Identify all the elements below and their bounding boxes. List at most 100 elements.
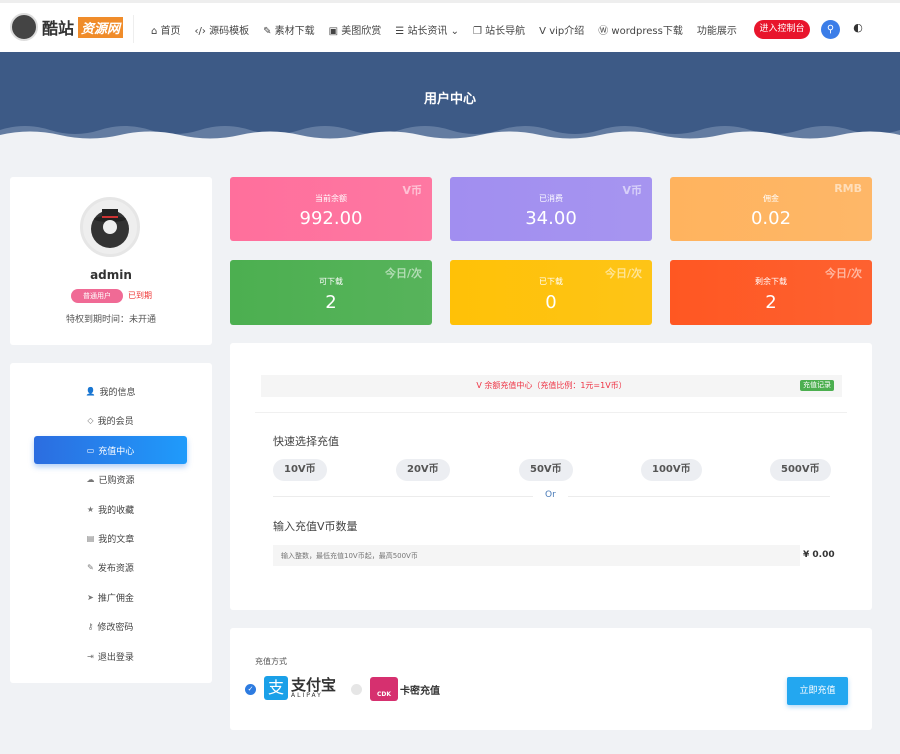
stat-value: 992.00 bbox=[299, 208, 363, 229]
top-navbar: 酷站 资源网 ⌂ 首页 ‹/› 源码模板 ✎ 素材下载 ▣ 美图欣赏 ☰ 站长资讯 ⌄ ❐… bbox=[0, 0, 900, 52]
amount-option[interactable]: 100V币 bbox=[641, 459, 702, 481]
vip-expiry: 特权到期时间：未开通 bbox=[65, 315, 156, 325]
divider bbox=[568, 496, 830, 497]
key-icon: ⚷ bbox=[87, 621, 94, 631]
nav-label: 站长资讯 ⌄ bbox=[407, 26, 459, 37]
nav-label: 素材下载 bbox=[274, 26, 315, 37]
cdk-label: 卡密充值 bbox=[400, 685, 440, 697]
stat-value: 2 bbox=[325, 292, 337, 313]
stat-unit: 今日/次 bbox=[824, 267, 862, 280]
sidebar-item-label: 已购资源 bbox=[98, 475, 135, 486]
sidebar-item-label: 发布资源 bbox=[97, 563, 134, 574]
stat-card: 今日/次 剩余下载 2 bbox=[670, 260, 872, 325]
file-icon: ▤ bbox=[86, 533, 95, 543]
alipay-radio-checked-icon[interactable]: ✓ bbox=[245, 684, 256, 695]
diamond-icon: ◇ bbox=[87, 415, 94, 425]
logo-avatar-icon bbox=[10, 13, 38, 41]
sidebar-item[interactable]: ✎ 发布资源 bbox=[34, 553, 187, 581]
stat-label: 可下载 bbox=[319, 277, 343, 286]
site-logo[interactable]: 酷站 资源网 bbox=[10, 13, 124, 41]
cdk-radio[interactable] bbox=[351, 684, 362, 695]
sidebar-item-label: 推广佣金 bbox=[97, 593, 134, 604]
nav-label: 首页 bbox=[160, 26, 181, 37]
nav-item[interactable]: 功能展示 bbox=[697, 22, 737, 37]
sidebar-item-label: 充值中心 bbox=[98, 446, 135, 457]
list-icon: ☰ bbox=[395, 26, 408, 37]
user-icon: 👤 bbox=[85, 386, 96, 396]
quick-select-label: 快速选择充值 bbox=[273, 435, 339, 448]
sidebar-item[interactable]: ▭ 充值中心 bbox=[34, 436, 187, 464]
logo-text: 酷站 bbox=[42, 19, 75, 38]
sidebar-item[interactable]: ➤ 推广佣金 bbox=[34, 583, 187, 611]
alipay-text: 支付宝 bbox=[291, 675, 337, 694]
cdk-icon-text: CDK bbox=[376, 691, 392, 698]
recharge-header: V 余额充值中心（充值比例：1元=1V币） bbox=[261, 375, 842, 397]
divider bbox=[273, 496, 533, 497]
pencil-icon: ✎ bbox=[263, 26, 275, 37]
pay-now-button[interactable]: 立即充值 bbox=[787, 677, 848, 705]
amount-option[interactable]: 500V币 bbox=[770, 459, 831, 481]
nav-item[interactable]: ‹/› 源码模板 bbox=[195, 22, 250, 37]
stat-label: 已消费 bbox=[539, 194, 563, 203]
logo-badge: 资源网 bbox=[78, 16, 124, 38]
sidebar-item-label: 退出登录 bbox=[97, 652, 134, 663]
theme-toggle-icon[interactable]: ◐ bbox=[853, 21, 863, 34]
alipay-icon: 支 bbox=[264, 676, 288, 700]
user-level-badge: 普通用户 bbox=[71, 289, 123, 303]
vimeo-icon: V bbox=[539, 26, 550, 37]
nav-item[interactable]: ❐ 站长导航 bbox=[473, 22, 525, 37]
page-banner: 用户中心 bbox=[0, 52, 900, 142]
amount-option[interactable]: 20V币 bbox=[396, 459, 450, 481]
nav-item[interactable]: ⌂ 首页 bbox=[151, 22, 181, 37]
sidebar-menu bbox=[10, 363, 212, 683]
wave-decoration bbox=[0, 126, 900, 142]
console-button[interactable]: 进入控制台 bbox=[754, 20, 810, 39]
nav-label: vip介绍 bbox=[549, 26, 585, 37]
sidebar-item[interactable]: ★ 我的收藏 bbox=[34, 495, 187, 523]
search-icon[interactable]: ⚲ bbox=[821, 20, 840, 39]
logout-icon: ⇥ bbox=[87, 651, 94, 661]
custom-amount-label: 输入充值V币数量 bbox=[273, 520, 358, 533]
stat-card: V币当前余额 992.00 bbox=[230, 177, 432, 241]
nav-item[interactable]: V vip介绍 bbox=[539, 22, 584, 37]
amount-input[interactable] bbox=[273, 545, 800, 566]
amount-option[interactable]: 50V币 bbox=[519, 459, 573, 481]
stat-label: 当前余额 bbox=[315, 194, 347, 203]
user-avatar[interactable] bbox=[80, 197, 140, 257]
divider bbox=[255, 412, 847, 413]
sidebar-item[interactable]: ☁ 已购资源 bbox=[34, 465, 187, 493]
sidebar-item-label: 我的文章 bbox=[98, 534, 135, 545]
sidebar-item[interactable]: ▤ 我的文章 bbox=[34, 524, 187, 552]
nav-item[interactable]: ☰ 站长资讯 ⌄ bbox=[395, 22, 459, 37]
recharge-log-button[interactable]: 充值记录 bbox=[800, 380, 834, 391]
sidebar-item-label: 修改密码 bbox=[97, 622, 134, 633]
cdk-option[interactable]: CDK 卡密充值 bbox=[370, 677, 440, 701]
send-icon: ➤ bbox=[87, 592, 94, 602]
image-icon: ▣ bbox=[328, 26, 342, 37]
stat-unit: V币 bbox=[402, 184, 422, 197]
cdk-card-icon: CDK bbox=[370, 677, 398, 701]
sidebar-item[interactable]: ⇥ 退出登录 bbox=[34, 642, 187, 670]
stat-card: 今日/次 可下载 2 bbox=[230, 260, 432, 325]
vip-status: 已到期 bbox=[128, 291, 152, 300]
sidebar-item[interactable]: 👤 我的信息 bbox=[34, 377, 187, 405]
sidebar-item-label: 我的会员 bbox=[97, 416, 134, 427]
stat-card: RMB 佣金 0.02 bbox=[670, 177, 872, 241]
sidebar-item[interactable]: ⚷ 修改密码 bbox=[34, 612, 187, 640]
pencil-icon: ✎ bbox=[87, 562, 94, 572]
page-title: 用户中心 bbox=[423, 92, 476, 107]
copy-icon: ❐ bbox=[473, 26, 486, 37]
nav-label: wordpress下载 bbox=[611, 26, 683, 37]
alipay-option[interactable]: 支 支付宝 ALIPAY bbox=[264, 676, 336, 700]
amount-option[interactable]: 10V币 bbox=[273, 459, 327, 481]
or-label: Or bbox=[545, 490, 556, 500]
nav-item[interactable]: Ⓦ wordpress下载 bbox=[598, 22, 683, 37]
total-price: ¥ 0.00 bbox=[803, 550, 835, 560]
nav-label: 美图欣赏 bbox=[341, 26, 382, 37]
sidebar-item[interactable]: ◇ 我的会员 bbox=[34, 406, 187, 434]
stat-unit: V币 bbox=[622, 184, 642, 197]
stat-label: 已下载 bbox=[539, 277, 563, 286]
nav-item[interactable]: ✎ 素材下载 bbox=[263, 22, 315, 37]
nav-item[interactable]: ▣ 美图欣赏 bbox=[329, 22, 382, 37]
spy-avatar-icon bbox=[91, 209, 129, 248]
